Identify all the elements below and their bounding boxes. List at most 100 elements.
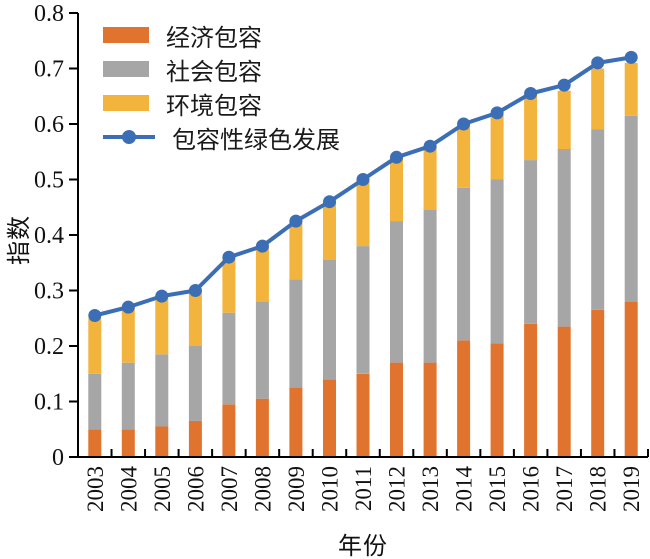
bar-environmental-inclusion-2006: [188, 290, 202, 346]
bar-environmental-inclusion-2019: [624, 62, 638, 116]
x-tick-label-2006: 2006: [183, 466, 208, 512]
line-marker-2015: [490, 106, 504, 120]
x-tick-label-2011: 2011: [351, 466, 376, 511]
bar-environmental-inclusion-2010: [323, 201, 336, 260]
bar-environmental-inclusion-2009: [289, 221, 303, 280]
x-tick-label-2007: 2007: [217, 466, 242, 512]
x-tick-label-2010: 2010: [317, 466, 342, 512]
x-tick-label-2017: 2017: [552, 466, 577, 512]
line-marker-2003: [88, 309, 102, 322]
x-tick-label-2008: 2008: [250, 466, 275, 512]
x-tick-label-2015: 2015: [485, 466, 510, 512]
bar-economic-inclusion-2005: [155, 426, 169, 457]
legend-item-environmental-inclusion: 环境包容: [103, 86, 340, 120]
bar-environmental-inclusion-2012: [390, 157, 403, 222]
legend-label-economic-inclusion: 经济包容: [166, 25, 262, 52]
bar-social-inclusion-2014: [457, 187, 471, 341]
bar-economic-inclusion-2015: [490, 343, 504, 457]
bar-economic-inclusion-2013: [423, 362, 437, 457]
line-marker-2005: [155, 289, 169, 303]
bar-economic-inclusion-2004: [121, 429, 135, 458]
legend-swatch-icon-economic-inclusion: [103, 27, 149, 43]
y-tick-label: 0.8: [34, 1, 64, 27]
x-tick-label-2012: 2012: [385, 466, 410, 512]
y-tick-label: 0: [52, 445, 64, 471]
line-marker-2016: [524, 87, 538, 100]
line-marker-2009: [289, 214, 303, 228]
bar-environmental-inclusion-2011: [356, 179, 370, 247]
x-tick-label-2018: 2018: [586, 466, 611, 512]
x-tick-label-2013: 2013: [418, 466, 443, 512]
legend-label-environmental-inclusion: 环境包容: [166, 93, 262, 120]
bar-social-inclusion-2010: [323, 260, 336, 380]
legend-line-marker-icon-inclusive-green-development: [103, 129, 155, 145]
line-marker-2010: [323, 195, 336, 209]
bar-social-inclusion-2015: [490, 179, 504, 344]
bar-social-inclusion-2019: [624, 115, 638, 302]
bar-environmental-inclusion-2007: [222, 257, 236, 313]
legend-label-social-inclusion: 社会包容: [166, 59, 262, 86]
line-marker-2019: [624, 50, 638, 64]
legend-dot-icon: [122, 130, 136, 144]
x-tick-label-2004: 2004: [116, 466, 141, 513]
legend-item-inclusive-green-development: 包容性绿色发展: [103, 120, 340, 154]
bar-environmental-inclusion-2016: [524, 93, 538, 161]
bar-economic-inclusion-2006: [188, 420, 202, 457]
bar-environmental-inclusion-2008: [255, 246, 269, 302]
line-marker-2017: [557, 78, 571, 92]
bar-economic-inclusion-2016: [524, 323, 538, 457]
bar-social-inclusion-2017: [557, 149, 571, 327]
x-tick-label-2003: 2003: [83, 466, 108, 512]
line-marker-2004: [121, 300, 135, 314]
bar-economic-inclusion-2009: [289, 387, 303, 457]
bar-environmental-inclusion-2013: [423, 146, 437, 210]
bar-social-inclusion-2004: [121, 362, 135, 430]
x-tick-label-2019: 2019: [619, 466, 644, 512]
bar-economic-inclusion-2008: [255, 398, 269, 457]
line-marker-2012: [390, 150, 403, 164]
y-tick-label: 0.7: [34, 57, 64, 83]
x-tick-label-2005: 2005: [150, 466, 175, 512]
y-axis-title: 指数: [7, 215, 33, 265]
bar-economic-inclusion-2014: [457, 340, 471, 457]
bar-economic-inclusion-2003: [88, 429, 102, 458]
y-tick-label: 0.5: [34, 168, 64, 194]
bar-environmental-inclusion-2003: [88, 318, 102, 374]
bar-environmental-inclusion-2005: [155, 298, 169, 355]
x-tick-label-2009: 2009: [284, 466, 309, 512]
y-tick-label: 0.1: [34, 390, 64, 416]
bar-social-inclusion-2012: [390, 221, 403, 363]
y-tick-label: 0.2: [34, 334, 64, 360]
legend-label-inclusive-green-development: 包容性绿色发展: [172, 127, 340, 154]
x-axis-title: 年份: [338, 534, 388, 559]
x-tick-label-2014: 2014: [452, 466, 477, 513]
legend-swatch-icon-social-inclusion: [103, 61, 149, 77]
legend-item-economic-inclusion: 经济包容: [103, 18, 340, 52]
bar-economic-inclusion-2019: [624, 301, 638, 457]
bar-social-inclusion-2011: [356, 246, 370, 374]
line-marker-2018: [591, 56, 605, 70]
bar-economic-inclusion-2018: [591, 309, 605, 457]
line-marker-2011: [356, 173, 370, 186]
bar-economic-inclusion-2012: [390, 362, 403, 457]
line-marker-2014: [457, 117, 471, 131]
line-marker-2008: [255, 239, 269, 253]
y-tick-label: 0.3: [34, 279, 64, 305]
y-tick-label: 0.6: [34, 112, 64, 138]
bar-social-inclusion-2005: [155, 354, 169, 427]
bar-economic-inclusion-2017: [557, 326, 571, 457]
bar-social-inclusion-2008: [255, 301, 269, 399]
bar-social-inclusion-2018: [591, 129, 605, 310]
bar-economic-inclusion-2010: [323, 379, 336, 457]
bar-environmental-inclusion-2015: [490, 112, 504, 180]
bar-social-inclusion-2006: [188, 346, 202, 421]
chart-legend: 经济包容社会包容环境包容包容性绿色发展: [103, 18, 340, 154]
y-tick-label: 0.4: [34, 223, 64, 249]
bar-economic-inclusion-2007: [222, 404, 236, 457]
bar-social-inclusion-2016: [524, 160, 538, 324]
bar-social-inclusion-2007: [222, 312, 236, 405]
line-marker-2013: [423, 139, 437, 153]
line-marker-2006: [188, 284, 202, 297]
